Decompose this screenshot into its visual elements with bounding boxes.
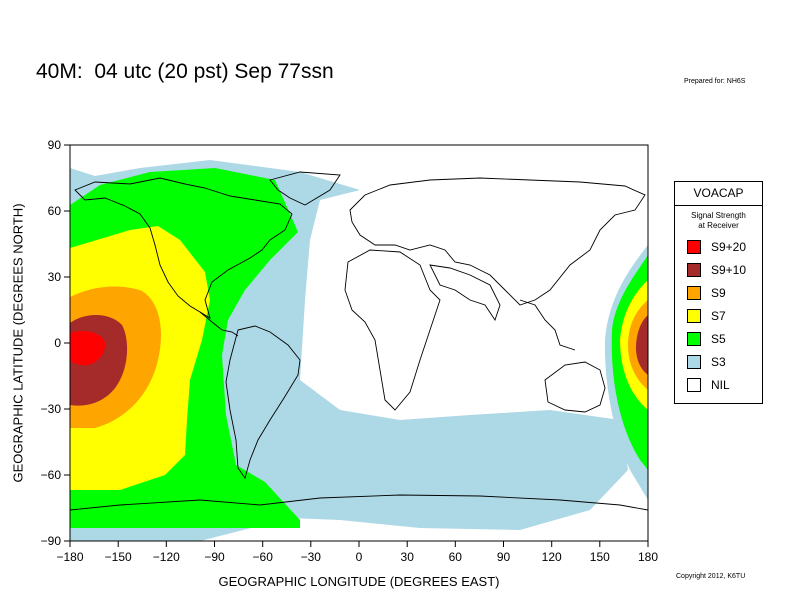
page-title: 40M: 04 utc (20 pst) Sep 77ssn [36, 60, 334, 83]
x-tick-label: −180 [56, 550, 83, 564]
x-tick-label: 30 [401, 550, 415, 564]
y-tick-label: −30 [41, 402, 62, 416]
legend-subtitle-line1: Signal Strength [691, 211, 746, 220]
y-tick-label: 0 [54, 336, 61, 350]
legend-item-s5: S5 [687, 330, 726, 348]
central-america-outline [199, 311, 239, 337]
y-tick-label: 60 [48, 204, 62, 218]
y-tick-label: −60 [41, 468, 62, 482]
legend-label: NIL [711, 378, 730, 392]
legend-item-s9p20: S9+20 [687, 238, 746, 256]
y-axis: 90 60 30 0 −30 −60 −90 [41, 138, 70, 548]
x-axis-label: GEOGRAPHIC LONGITUDE (DEGREES EAST) [218, 574, 500, 589]
legend-swatch [687, 240, 701, 254]
signal-contours [70, 160, 648, 541]
x-tick-label: −30 [301, 550, 322, 564]
legend-item-s7: S7 [687, 307, 726, 325]
x-tick-label: 120 [542, 550, 562, 564]
legend-label: S9+10 [711, 263, 747, 277]
legend-swatch [687, 263, 701, 277]
x-tick-label: −150 [105, 550, 132, 564]
legend-item-s3: S3 [687, 353, 726, 371]
legend-label: S9 [711, 286, 726, 300]
legend-swatch [687, 355, 701, 369]
legend: VOACAP Signal Strength at Receiver S9+20… [674, 181, 763, 404]
legend-item-nil: NIL [687, 376, 730, 394]
legend-label: S9+20 [711, 240, 747, 254]
legend-item-s9p10: S9+10 [687, 261, 746, 279]
s9p10-zone-east [636, 315, 648, 375]
y-tick-label: 30 [48, 270, 62, 284]
southeast-asia-outline [519, 299, 576, 351]
legend-title: VOACAP [675, 182, 762, 206]
africa-outline [344, 249, 441, 411]
arabia-india-outline [429, 264, 501, 322]
coastlines [70, 171, 648, 511]
legend-subtitle-line2: at Receiver [698, 221, 739, 230]
x-tick-label: 150 [590, 550, 610, 564]
legend-label: S7 [711, 309, 726, 323]
x-tick-label: −60 [253, 550, 274, 564]
y-tick-label: −90 [41, 534, 62, 548]
y-axis-label: GEOGRAPHIC LATITUDE (DEGREES NORTH) [10, 203, 26, 483]
x-tick-label: 0 [356, 550, 363, 564]
legend-label: S5 [711, 332, 726, 346]
prepared-for-label: Prepared for: NH6S [684, 78, 746, 85]
s9p20-zone [70, 331, 106, 366]
north-america-outline [74, 177, 293, 319]
legend-label: S3 [711, 355, 726, 369]
legend-swatch [687, 309, 701, 323]
x-tick-label: 60 [449, 550, 463, 564]
greenland-outline [269, 171, 341, 206]
europe-asia-outline [349, 177, 646, 306]
x-tick-label: 180 [638, 550, 658, 564]
legend-item-s9: S9 [687, 284, 726, 302]
legend-swatch [687, 378, 701, 392]
australia-outline [544, 361, 606, 413]
x-tick-label: −120 [153, 550, 180, 564]
x-tick-label: −90 [204, 550, 225, 564]
x-axis: −180 −150 −120 −90 −60 −30 0 30 60 90 12… [56, 541, 658, 564]
x-tick-label: 90 [497, 550, 511, 564]
copyright-label: Copyright 2012, K6TU [676, 573, 746, 580]
antarctica-outline [70, 494, 648, 511]
legend-subtitle: Signal Strength at Receiver [675, 211, 762, 231]
legend-swatch [687, 286, 701, 300]
south-america-outline [225, 325, 301, 480]
legend-swatch [687, 332, 701, 346]
y-tick-label: 90 [48, 138, 62, 152]
